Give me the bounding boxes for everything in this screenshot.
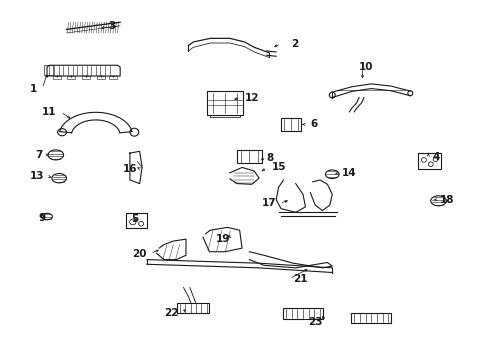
- Bar: [283, 308, 323, 319]
- Bar: [417, 153, 440, 169]
- Text: 20: 20: [132, 248, 147, 258]
- Polygon shape: [203, 227, 242, 252]
- Text: 10: 10: [358, 62, 373, 72]
- Text: 12: 12: [244, 93, 259, 103]
- Ellipse shape: [130, 128, 139, 136]
- Text: 1: 1: [30, 84, 37, 94]
- Text: 6: 6: [310, 120, 317, 129]
- Text: 4: 4: [431, 152, 439, 162]
- Text: 22: 22: [164, 308, 178, 318]
- Text: 21: 21: [293, 274, 307, 284]
- Text: 23: 23: [307, 317, 322, 327]
- Polygon shape: [249, 252, 331, 268]
- Ellipse shape: [407, 91, 412, 96]
- Bar: [206, 91, 243, 114]
- Bar: [82, 76, 90, 78]
- Polygon shape: [310, 180, 331, 211]
- Text: 2: 2: [290, 39, 298, 49]
- Ellipse shape: [139, 221, 143, 226]
- Ellipse shape: [48, 150, 63, 160]
- Text: 7: 7: [35, 150, 42, 160]
- Ellipse shape: [430, 196, 446, 206]
- Text: 17: 17: [261, 198, 276, 208]
- Text: 19: 19: [215, 234, 229, 244]
- Ellipse shape: [432, 157, 437, 162]
- Text: 18: 18: [439, 195, 453, 205]
- Ellipse shape: [41, 213, 52, 220]
- Text: 11: 11: [42, 107, 57, 117]
- Bar: [280, 118, 301, 131]
- Ellipse shape: [58, 129, 66, 136]
- Polygon shape: [229, 167, 259, 184]
- Text: 14: 14: [341, 168, 356, 178]
- Text: 16: 16: [122, 164, 137, 174]
- Polygon shape: [276, 180, 305, 212]
- Ellipse shape: [421, 158, 426, 162]
- Bar: [177, 303, 209, 314]
- Ellipse shape: [129, 219, 136, 225]
- Ellipse shape: [52, 174, 66, 183]
- Bar: [236, 150, 262, 163]
- Text: 8: 8: [266, 153, 273, 163]
- Text: 5: 5: [131, 215, 138, 224]
- Bar: [126, 213, 147, 228]
- Ellipse shape: [329, 92, 334, 98]
- Text: 15: 15: [271, 162, 285, 172]
- Text: 3: 3: [108, 21, 115, 31]
- Text: 13: 13: [30, 171, 44, 181]
- Bar: [53, 76, 61, 78]
- Ellipse shape: [427, 162, 432, 167]
- Bar: [97, 76, 104, 78]
- Polygon shape: [157, 239, 185, 260]
- Text: 9: 9: [39, 213, 45, 222]
- Ellipse shape: [325, 170, 338, 179]
- Bar: [109, 76, 117, 78]
- Bar: [43, 65, 53, 75]
- Bar: [350, 313, 390, 323]
- Bar: [67, 76, 75, 78]
